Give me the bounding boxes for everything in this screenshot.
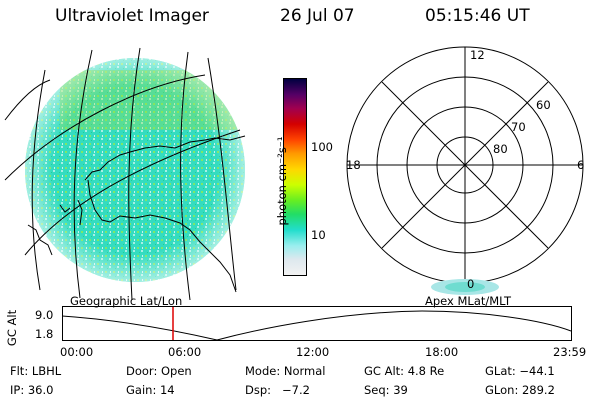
mlat-label-60: 60 [536,98,551,112]
timeline-x-tick-0600: 06:00 [168,345,202,359]
seq-info: Seq: 39 [364,383,408,397]
timeline-y-tick-max: 9.0 [35,308,54,322]
mlat-label-70: 70 [511,120,526,134]
polar-panel-caption: Apex MLat/MLT [425,294,512,308]
timeline-x-tick-1200: 12:00 [296,345,330,359]
app-title: Ultraviolet Imager [55,6,209,26]
geo-panel-caption: Geographic Lat/Lon [70,294,183,308]
timeline-y-label: GC Alt [5,309,20,347]
mlt-label-18: 18 [346,158,361,172]
polar-diagonal-2 [381,81,549,249]
flt-info: Flt: LBHL [10,364,62,378]
glon-info: GLon: 289.2 [485,383,555,397]
dsp-info: Dsp: −7.2 [245,383,310,397]
mlat-label-80: 80 [493,142,508,156]
timeline-x-tick-0000: 00:00 [60,345,94,359]
altitude-timeline [62,306,572,341]
ip-info: IP: 36.0 [10,383,54,397]
mlt-label-0: 0 [467,277,475,291]
colorbar-tick-100: 100 [311,140,333,154]
geographic-image-panel [4,47,246,300]
timeline-y-tick-min: 1.8 [35,327,54,341]
timeline-x-tick-1800: 18:00 [425,345,459,359]
lat-lon-grid [4,47,241,300]
date-label: 26 Jul 07 [280,6,355,26]
door-info: Door: Open [126,364,192,378]
coastline [27,135,246,293]
colorbar-unit-label: photon cm⁻²s⁻¹ [275,136,289,226]
time-label: 05:15:46 UT [425,6,530,26]
glat-info: GLat: −44.1 [485,364,555,378]
gcalt-info: GC Alt: 4.8 Re [364,364,445,378]
mlt-label-6: 6 [577,158,585,172]
altitude-curve [62,310,572,341]
mlt-label-12: 12 [470,48,485,62]
polar-plot [346,46,584,295]
gain-info: Gain: 14 [126,383,175,397]
timeline-x-tick-2359: 23:59 [553,345,587,359]
mode-info: Mode: Normal [245,364,326,378]
colorbar-tick-10: 10 [311,228,326,242]
color-scale-bar [283,78,307,276]
